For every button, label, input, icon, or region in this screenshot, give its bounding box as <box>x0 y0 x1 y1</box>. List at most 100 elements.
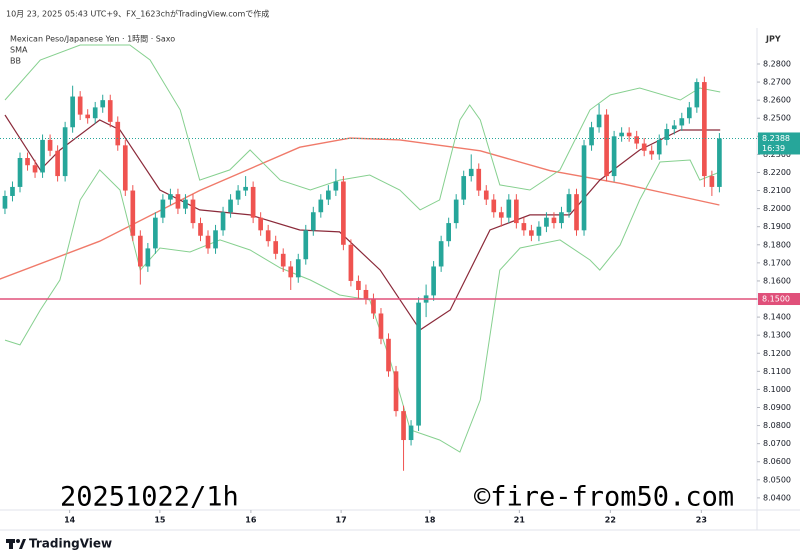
candle-body <box>506 199 512 218</box>
y-tick-label: 8.2800 <box>763 59 791 68</box>
candle-body <box>295 259 301 278</box>
candle-body <box>446 223 451 242</box>
price-level-label: 8.1500 <box>762 295 790 304</box>
candle-body <box>566 194 572 213</box>
y-tick-label: 8.1300 <box>763 331 791 340</box>
y-tick-label: 8.0700 <box>763 439 791 448</box>
plot-area <box>0 44 722 471</box>
candle-body <box>371 299 376 314</box>
candle-body <box>145 248 151 267</box>
x-tick-label: 18 <box>424 516 436 525</box>
candle-body <box>393 371 399 412</box>
candle-body <box>378 313 384 339</box>
indicator-label: BB <box>10 57 21 66</box>
candle-body <box>220 212 226 231</box>
y-tick-label: 8.1400 <box>763 313 791 322</box>
y-tick-label: 8.0500 <box>763 475 791 484</box>
candle-body <box>686 107 692 119</box>
x-tick-label: 16 <box>245 516 257 525</box>
candle-body <box>574 194 579 231</box>
candle-body <box>10 186 15 196</box>
brand-logo <box>6 539 26 549</box>
candle-body <box>17 158 23 187</box>
candle-body <box>717 138 722 187</box>
candle-body <box>2 195 8 209</box>
candle-body <box>476 168 482 191</box>
candle-body <box>85 114 91 119</box>
candle-body <box>205 235 211 249</box>
candle-body <box>438 241 444 267</box>
candle-body <box>514 199 519 224</box>
candle-body <box>326 190 331 200</box>
y-tick-label: 8.1200 <box>763 349 791 358</box>
candle-body <box>634 136 640 144</box>
y-tick-label: 8.0800 <box>763 421 791 430</box>
candle-body <box>258 217 263 231</box>
indicator-label: SMA <box>10 46 28 55</box>
candle-body <box>348 244 354 281</box>
indicator-line <box>4 44 721 211</box>
candle-body <box>596 114 602 128</box>
candle-body <box>47 139 53 151</box>
candle-body <box>671 125 677 130</box>
candle-body <box>529 230 534 236</box>
candle-body <box>641 143 647 151</box>
y-tick-label: 8.2200 <box>763 168 791 177</box>
brand: TradingView <box>29 537 112 551</box>
current-price-box <box>758 132 800 155</box>
candle-body <box>401 411 406 441</box>
candle-body <box>190 199 196 224</box>
candle-body <box>468 168 474 177</box>
candle-body <box>70 96 75 128</box>
candle-body <box>356 280 361 290</box>
candle-body <box>491 199 497 213</box>
x-tick-label: 14 <box>64 516 76 525</box>
indicator-line <box>4 114 721 331</box>
candle-body <box>461 176 467 200</box>
candle-body <box>702 82 707 177</box>
candle-body <box>581 145 587 231</box>
candle-body <box>604 114 609 177</box>
candle-body <box>649 150 655 155</box>
candle-body <box>137 235 143 267</box>
candle-body <box>363 289 369 300</box>
candle-body <box>619 132 624 137</box>
y-tick-label: 8.1600 <box>763 276 791 285</box>
candle-body <box>318 199 324 213</box>
candle-body <box>122 145 128 191</box>
candle-body <box>25 158 30 166</box>
countdown-label: 16:39 <box>762 144 785 153</box>
watermark: ©fire-from50.com <box>474 482 734 513</box>
price-level-box <box>758 293 800 306</box>
candle-body <box>431 266 436 296</box>
x-tick-label: 23 <box>696 516 707 525</box>
y-tick-label: 8.0600 <box>763 457 791 466</box>
y-tick-label: 8.1800 <box>763 240 791 249</box>
x-tick-label: 21 <box>514 516 526 525</box>
candle-body <box>303 230 309 260</box>
x-tick-label: 17 <box>336 516 347 525</box>
candle-body <box>551 217 557 224</box>
candle-body <box>183 199 188 209</box>
candle-body <box>679 118 685 126</box>
candle-body <box>310 212 316 231</box>
y-tick-label: 8.1000 <box>763 385 791 394</box>
y-tick-label: 8.1100 <box>763 367 791 376</box>
y-tick-label: 8.0400 <box>763 493 791 502</box>
candle-body <box>611 136 617 177</box>
candle-body <box>92 107 98 119</box>
candle-body <box>626 132 632 137</box>
candle-body <box>656 139 662 155</box>
candle-body <box>341 181 346 245</box>
y-tick-label: 8.2500 <box>763 114 791 123</box>
candle-body <box>32 165 38 173</box>
candle-body <box>175 194 181 209</box>
candle-body <box>709 176 715 187</box>
currency-label: JPY <box>765 35 781 44</box>
candle-body <box>100 100 106 108</box>
y-tick-label: 8.2600 <box>763 96 791 105</box>
candle-body <box>498 212 504 218</box>
candle-body <box>55 150 60 177</box>
candle-body <box>559 212 564 224</box>
